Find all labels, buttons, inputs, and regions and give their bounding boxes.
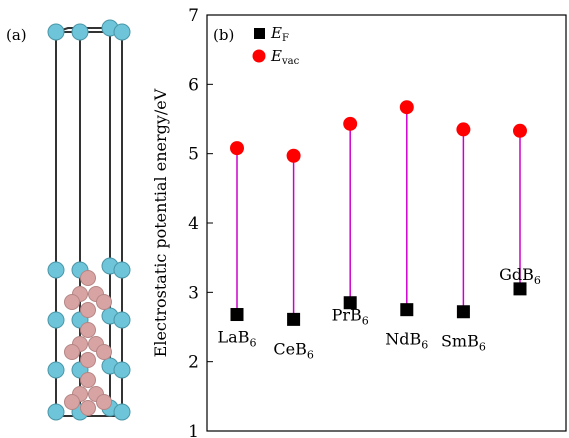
category-label: LaB6 <box>218 328 257 350</box>
boron-atom <box>96 344 112 360</box>
metal-atom <box>113 23 131 41</box>
boron-atom <box>80 372 96 388</box>
y-tick-label: 5 <box>188 145 199 165</box>
ef-marker <box>343 296 357 310</box>
ef-marker <box>400 303 414 317</box>
legend-label-evac: Evac <box>270 47 300 67</box>
plot-frame <box>206 14 567 432</box>
boron-atom <box>80 322 96 338</box>
y-tick-label: 2 <box>188 353 199 373</box>
metal-atom <box>71 23 89 41</box>
boron-atom <box>80 270 96 286</box>
metal-atom <box>47 403 65 421</box>
metal-atom <box>113 261 131 279</box>
category-label: PrB6 <box>332 306 369 328</box>
metal-atom <box>47 23 65 41</box>
metal-atom <box>47 361 65 379</box>
category-label: GdB6 <box>499 265 541 287</box>
boron-atom <box>80 302 96 318</box>
boron-atom <box>64 294 80 310</box>
y-tick-label: 4 <box>188 214 199 234</box>
y-axis-label: Electrostatic potential energy/eV <box>151 88 170 357</box>
evac-marker <box>456 122 471 137</box>
evac-marker <box>343 116 358 131</box>
evac-marker <box>230 141 244 156</box>
panel-a-label: (a) <box>6 26 27 44</box>
y-tick-label: 7 <box>188 6 199 26</box>
legend-label-ef: EF <box>270 24 289 44</box>
boron-atom <box>80 400 96 416</box>
evac-marker <box>513 123 527 138</box>
category-label: NdB6 <box>385 330 428 352</box>
crystal-structure-illustration <box>47 19 131 421</box>
evac-marker <box>286 148 301 163</box>
ef-marker <box>230 308 244 322</box>
metal-atom <box>113 403 131 421</box>
y-tick-label: 6 <box>188 75 199 95</box>
y-tick-label: 1 <box>188 422 199 438</box>
boron-atom <box>80 352 96 368</box>
category-label: CeB6 <box>273 339 313 361</box>
boron-atom <box>64 394 80 410</box>
ef-marker <box>287 312 301 326</box>
boron-atom <box>96 294 112 310</box>
metal-atom <box>113 311 131 329</box>
panel-b-label: (b) <box>213 26 234 44</box>
metal-atom <box>113 361 131 379</box>
category-label: SmB6 <box>441 332 486 354</box>
evac-marker <box>399 100 414 115</box>
y-tick-label: 3 <box>188 283 199 303</box>
metal-atom <box>47 261 65 279</box>
ef-marker <box>513 282 527 296</box>
metal-atom <box>47 311 65 329</box>
legend-marker-evac <box>252 49 266 63</box>
boron-atom <box>96 394 112 410</box>
legend-marker-ef <box>254 28 265 39</box>
ef-marker <box>456 305 470 319</box>
boron-atom <box>64 344 80 360</box>
